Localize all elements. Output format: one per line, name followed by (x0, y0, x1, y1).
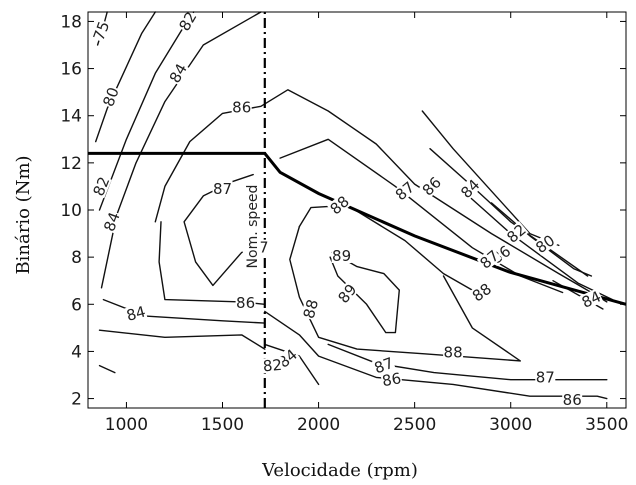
x-tick-label: 1000 (105, 415, 148, 435)
y-tick-label: 14 (60, 107, 82, 127)
contour-label-bg (175, 8, 199, 34)
contour-label-bg (300, 297, 321, 321)
contour-line-86-12 (264, 310, 608, 400)
contour-label-bg (476, 246, 502, 272)
contour-label-89-10-0: 89 (331, 247, 352, 265)
y-tick-label: 2 (71, 390, 82, 410)
contour-label-87-6-0: 87 (212, 180, 233, 198)
contour-label-text: 87 (372, 354, 396, 377)
contour-label-text: 86 (381, 369, 403, 390)
contour-label-bg (100, 84, 122, 109)
contour-label-text: 82 (90, 174, 114, 198)
contour-label-84-13-0: 84 (124, 303, 148, 325)
contour-label-86-5-0: 86 (235, 294, 256, 312)
series-lines (88, 12, 627, 408)
y-axis: 2 4 6 8 10 12 14 16 18 (60, 12, 626, 410)
contour-label-88-9-0: 88 (300, 297, 322, 321)
x-tick-label: 3000 (489, 415, 532, 435)
contour-label-text: 75 (90, 19, 113, 43)
contour-line-82-15 (98, 329, 266, 350)
contour-label-bg (212, 180, 233, 196)
contour-label-text: 84 (100, 210, 123, 234)
y-tick-label: 16 (60, 60, 82, 80)
contour-label-87-11-0: 87 (371, 354, 396, 377)
contour-line-88-9 (289, 225, 521, 362)
contour-label-bg (334, 280, 360, 306)
contour-label-text: 88 (444, 344, 463, 362)
contour-line-84-14 (264, 343, 320, 386)
x-tick-label: 2000 (297, 415, 340, 435)
x-tick-label: 2500 (393, 415, 436, 435)
contour-label-88-9-1: 88 (443, 344, 464, 362)
contour-label-80-1-0: 80 (99, 84, 123, 109)
nominal-speed-label-bg (242, 184, 261, 269)
contour-label-86-12-1: 86 (562, 391, 583, 409)
contour-label-text: 87 (536, 368, 555, 386)
contour-label-bg (326, 192, 352, 218)
y-tick-label: 8 (71, 248, 82, 268)
contour-line-86-4 (154, 89, 608, 303)
contour-line-84-13 (102, 298, 266, 324)
contour-label-bg (101, 209, 122, 234)
contour-label-bg (469, 280, 495, 304)
contour-label-86-4-0: 86 (231, 99, 252, 117)
contour-label-text: 87 (213, 180, 232, 198)
x-tick-label: 1500 (201, 415, 244, 435)
contour-label-bg (443, 344, 464, 360)
y-tick-label: 12 (60, 154, 82, 174)
contour-label-text: 86 (563, 391, 582, 409)
contour-label-text: 88 (300, 297, 322, 320)
contour-label-bg (331, 248, 352, 263)
y-tick-label: 18 (60, 12, 82, 32)
contour-label-text: 89 (332, 247, 351, 265)
contour-label-bg (562, 391, 583, 407)
y-tick-label: 10 (60, 201, 82, 221)
contour-line-80-21 (490, 202, 593, 277)
contour-label-bg (380, 370, 403, 389)
contour-label-text: 84 (124, 303, 147, 325)
contour-label-bg (235, 295, 256, 311)
x-axis: 1000 1500 2000 2500 3000 3500 (105, 12, 628, 435)
contour-label-bg (419, 173, 444, 199)
contour-line-87-7 (279, 138, 564, 294)
contour-line-87-11 (327, 343, 608, 381)
contour-label-bg (261, 356, 284, 374)
contour-label-75-0-0: 75 (90, 18, 113, 43)
contour-label-86-12-0: 86 (380, 369, 403, 390)
contour-label-87-11-1: 87 (535, 368, 556, 386)
contour-label-bg (166, 60, 190, 86)
contour-label-bg (231, 99, 252, 115)
contour-label-82-2-1: 82 (90, 174, 114, 199)
contour-label-text: 82 (262, 356, 283, 376)
contour-label-bg (392, 178, 418, 203)
contour-label-bg (371, 354, 396, 376)
nominal-speed-label: Nom. speed (245, 185, 261, 269)
contour-label-text: 80 (99, 85, 122, 109)
contour-label-bg (124, 303, 148, 324)
contour-label-bg (90, 174, 112, 199)
contour-label-bg (535, 369, 556, 385)
x-axis-title: Velocidade (rpm) (261, 460, 418, 481)
contour-label-bg (532, 231, 558, 256)
y-tick-label: 6 (71, 295, 82, 315)
contour-label-text: 86 (236, 294, 255, 312)
contour-line-unlabeled-17 (98, 364, 116, 374)
contour-label-bg (90, 18, 112, 43)
contour-label-84-3-1: 84 (100, 209, 124, 234)
contour-label-text: 86 (232, 99, 251, 117)
contour-label-82-15-0: 82 (261, 356, 284, 376)
y-tick-label: 4 (71, 342, 82, 362)
contour-line-80-1 (95, 11, 156, 143)
contour-label-bg (503, 221, 529, 246)
y-axis-title: Binário (Nm) (13, 155, 34, 274)
contour-label-bg (578, 288, 604, 311)
contour-line-88-8 (298, 204, 473, 291)
contour-label-bg (457, 176, 483, 201)
x-tick-label: 3500 (585, 415, 628, 435)
